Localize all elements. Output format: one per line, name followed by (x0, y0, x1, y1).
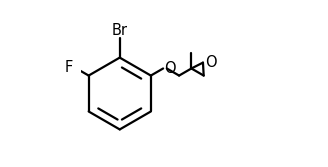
Text: F: F (64, 60, 72, 75)
Text: O: O (205, 55, 217, 70)
Text: O: O (164, 61, 175, 76)
Text: Br: Br (112, 23, 128, 38)
